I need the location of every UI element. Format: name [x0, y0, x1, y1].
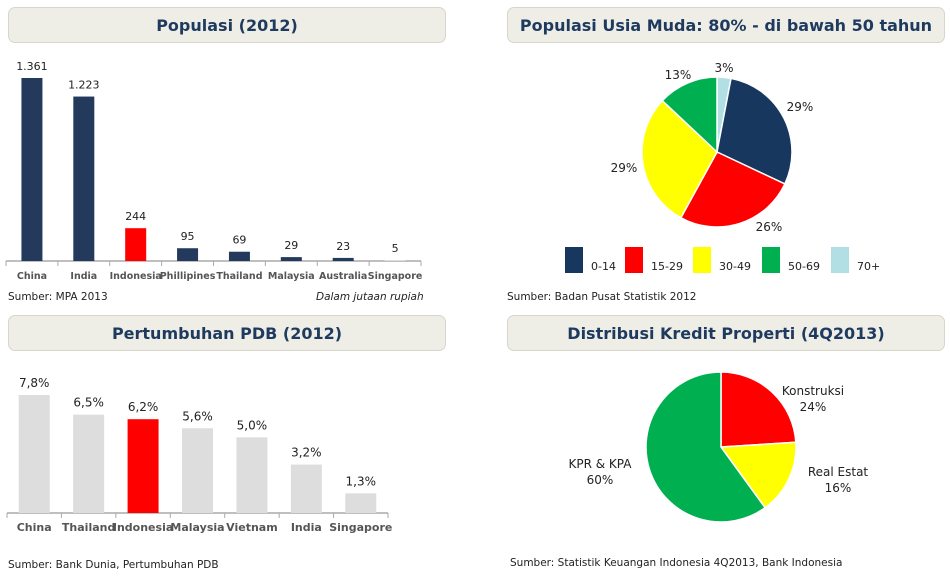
pie2-data-label: 29% [611, 161, 638, 175]
tick-label-australia: Australia [319, 271, 367, 282]
bar-malaysia [182, 428, 213, 513]
tick-label-india: India [70, 271, 97, 282]
legend-swatch-30-49 [693, 247, 711, 273]
bar-vietnam [236, 437, 268, 513]
bar-china [21, 78, 43, 261]
bar-indonesia [125, 228, 147, 261]
chart1-note: Dalam jutaan rupiah [316, 291, 424, 303]
pie4-data-label: 60% [587, 473, 614, 487]
chart4-source: Sumber: Statistik Keuangan Indonesia 4Q2… [510, 557, 843, 569]
legend-swatch-15-29 [625, 247, 643, 273]
data-label-vietnam: 5,0% [237, 418, 268, 432]
tick-label-singapore: Singapore [368, 271, 423, 282]
data-label-singapore: 5 [392, 242, 399, 255]
bar-thailand [73, 414, 105, 513]
pie2-data-label: 29% [787, 100, 814, 114]
legend-label-50-69: 50-69 [788, 260, 820, 273]
legend-swatch-50-69 [762, 247, 780, 273]
data-label-indonesia: 6,2% [128, 400, 159, 414]
bar-malaysia [280, 257, 302, 261]
chart3-title: Pertumbuhan PDB (2012) [8, 315, 446, 351]
pie4-name-label: Real Estat [808, 465, 869, 479]
bar-australia [332, 257, 354, 261]
tick-label-indonesia: Indonesia [110, 271, 162, 282]
pie4-data-label: 16% [825, 481, 852, 495]
data-label-thailand: 6,5% [73, 396, 104, 410]
pie4-slice-real-estat [719, 441, 797, 509]
tick-label-thailand: Thailand [216, 271, 262, 282]
bar-singapore [384, 260, 406, 261]
pie4-slice-kpr-kpa [645, 371, 767, 523]
chart3-source: Sumber: Bank Dunia, Pertumbuhan PDB [8, 559, 219, 571]
data-label-malaysia: 29 [284, 239, 298, 252]
pie2-data-label: 13% [665, 68, 692, 82]
tick-label-thailand: Thailand [62, 521, 115, 534]
data-label-malaysia: 5,6% [182, 409, 213, 423]
bar-china [18, 395, 50, 513]
legend-label-30-49: 30-49 [719, 260, 751, 273]
tick-label-china: China [17, 521, 52, 534]
bar-thailand [228, 251, 250, 261]
tick-label-india: India [291, 521, 322, 534]
legend-swatch-70+ [831, 247, 849, 273]
tick-label-vietnam: Vietnam [226, 521, 278, 534]
chart1-source: Sumber: MPA 2013 [8, 291, 108, 303]
tick-label-phillipines: Phillipines [160, 271, 216, 282]
pie2-data-label: 26% [756, 220, 783, 234]
legend-swatch-0-14 [565, 247, 583, 273]
chart2-title: Populasi Usia Muda: 80% - di bawah 50 ta… [507, 7, 945, 43]
legend-label-15-29: 15-29 [651, 260, 683, 273]
data-label-china: 1.361 [16, 60, 48, 73]
bar-india [73, 96, 95, 261]
data-label-indonesia: 244 [125, 210, 146, 223]
bar-india [290, 464, 322, 513]
pie2-data-label: 3% [714, 61, 733, 75]
data-label-singapore: 1,3% [346, 474, 377, 488]
data-label-phillipines: 95 [181, 230, 195, 243]
chart4-title: Distribusi Kredit Properti (4Q2013) [507, 315, 945, 351]
bar-phillipines [177, 248, 199, 261]
tick-label-singapore: Singapore [329, 521, 392, 534]
chart2-source: Sumber: Badan Pusat Statistik 2012 [507, 291, 697, 303]
pie2-slice-0-14 [716, 77, 793, 185]
tick-label-china: China [17, 271, 47, 282]
pie4-name-label: Konstruksi [782, 384, 844, 398]
pie2-slice-50-69 [661, 76, 718, 154]
bar-indonesia [127, 419, 159, 513]
data-label-australia: 23 [336, 240, 350, 253]
legend-label-70+: 70+ [857, 260, 880, 273]
pie2-slice-30-49 [641, 99, 718, 219]
pie4-data-label: 24% [800, 400, 827, 414]
chart1-title: Populasi (2012) [8, 7, 446, 43]
data-label-india: 3,2% [291, 446, 322, 460]
legend-label-0-14: 0-14 [591, 260, 616, 273]
data-label-china: 7,8% [19, 376, 50, 390]
pie4-slice-konstruksi [720, 371, 797, 448]
data-label-thailand: 69 [232, 234, 246, 247]
data-label-india: 1.223 [68, 79, 100, 92]
pie4-name-label: KPR & KPA [569, 457, 633, 471]
tick-label-malaysia: Malaysia [170, 521, 224, 534]
tick-label-indonesia: Indonesia [113, 521, 173, 534]
tick-label-malaysia: Malaysia [268, 271, 315, 282]
bar-singapore [345, 493, 377, 513]
